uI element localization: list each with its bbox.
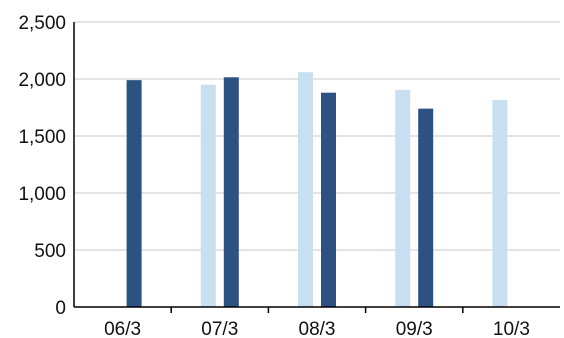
x-tick-label: 08/3 xyxy=(299,319,336,338)
bar xyxy=(200,84,216,307)
y-tick-label: 0 xyxy=(55,298,66,319)
bar xyxy=(492,100,508,307)
x-tick-label: 10/3 xyxy=(493,319,530,338)
x-tick-label: 06/3 xyxy=(104,319,141,338)
bar xyxy=(395,89,411,307)
bar xyxy=(418,108,434,307)
x-tick-label: 07/3 xyxy=(201,319,238,338)
bar xyxy=(321,92,336,308)
bars xyxy=(126,72,508,308)
y-tick-label: 2,500 xyxy=(18,13,66,34)
y-tick-label: 2,000 xyxy=(18,70,66,91)
bar xyxy=(223,77,239,307)
y-tick-label: 1,500 xyxy=(18,127,66,148)
axes xyxy=(73,22,560,313)
bar xyxy=(298,72,313,307)
y-tick-label: 1,000 xyxy=(18,184,66,205)
x-tick-label: 09/3 xyxy=(396,319,433,338)
y-tick-label: 500 xyxy=(34,241,66,262)
gridlines xyxy=(74,21,560,251)
bar xyxy=(126,80,142,307)
tick-labels: 0 500 1,000 1,500 2,000 2,500 06/3 07/3 08/3 09/3… xyxy=(18,13,529,338)
